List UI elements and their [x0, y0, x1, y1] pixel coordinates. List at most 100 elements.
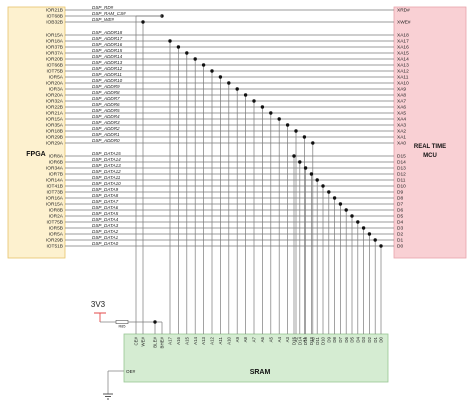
mcu-pin-label: XA4: [397, 117, 406, 123]
fpga-pin-label: IOR29B: [46, 238, 63, 244]
sram-pin-label: A13: [201, 336, 206, 344]
fpga-pin-label: IOR20B: [46, 57, 63, 63]
junction-data: [315, 178, 319, 182]
mcu-pin-label: XA0: [397, 141, 406, 147]
net-label: DSP_ADDR1: [92, 132, 120, 137]
sram-pin-label: D0: [379, 336, 384, 342]
net-label: DSP_ADDR5: [92, 108, 120, 113]
fpga-pin-label: IOR6B: [49, 160, 63, 166]
sram-pin-label: A9: [235, 336, 240, 342]
mcu-pin-label: D14: [397, 160, 406, 166]
mcu-pin-label: D9: [397, 190, 403, 196]
sram-pin-label: A7: [252, 336, 257, 342]
junction-addr: [201, 63, 206, 67]
sram-pin-label: A8: [243, 336, 248, 342]
junction-addr: [260, 105, 265, 109]
fpga-pin-label: IOR15A: [46, 202, 64, 208]
sram-pin-label: CE#: [134, 336, 139, 345]
fpga-pin-label: IOR32A: [46, 99, 64, 105]
mcu-pin-label: D1: [397, 238, 403, 244]
mcu-title-line1: REAL TIME: [414, 144, 446, 150]
resistor-label: R85: [119, 325, 126, 329]
net-label: DSP_ADDR13: [92, 60, 123, 65]
junction-addr: [302, 135, 307, 139]
mcu-pin-label: XA17: [397, 39, 409, 45]
net-label: DSP_DATA8: [92, 193, 119, 198]
sram-pin-label: BLE#: [153, 336, 158, 347]
sram-pin-label: D12: [309, 336, 314, 345]
sram-pin-label: BHE#: [160, 336, 165, 348]
fpga-pin-label: IOR29B: [46, 135, 63, 141]
fpga-pin-label: IOR29A: [46, 141, 64, 147]
junction-data: [292, 154, 296, 158]
sram-pin-label: D4: [355, 336, 360, 342]
mcu-pin-label: D5: [397, 214, 403, 220]
mcu-block: [393, 6, 467, 259]
sram-pin-label: A2: [294, 336, 299, 342]
mcu-pin-label: D10: [397, 184, 406, 190]
junction-addr: [235, 87, 239, 91]
fpga-title: FPGA: [26, 151, 45, 158]
junction-addr: [294, 129, 298, 133]
net-label: DSP_WE#: [92, 17, 114, 22]
junction-addr: [176, 45, 181, 49]
fpga-pin-label: IOR8B: [49, 208, 63, 214]
fpga-pin-label: IOR15A: [46, 117, 64, 123]
net-label: DSP_ADDR3: [92, 120, 120, 125]
mcu-pin-label: XA2: [397, 129, 406, 135]
junction-data: [309, 172, 314, 176]
mcu-pin-label: XA1: [397, 135, 406, 141]
junction-data: [379, 244, 383, 248]
fpga-pin-label: IOT66B: [46, 63, 63, 69]
fpga-pin-label: IOR20A: [46, 93, 64, 99]
mcu-pin-label: XA5: [397, 111, 406, 117]
junction-addr: [252, 99, 256, 103]
junction-data: [327, 190, 331, 194]
sram-block: [123, 333, 389, 383]
sram-pin-label: D9: [326, 336, 331, 342]
junction-data: [344, 208, 348, 212]
sram-pin-label: A17: [168, 336, 173, 344]
fpga-pin-label: IOR21B: [46, 8, 63, 14]
net-label: DSP_DATA2: [92, 229, 119, 234]
sram-pin-label: A6: [260, 336, 265, 342]
fpga-pin-label: IOT75B: [46, 220, 63, 226]
fpga-pin-label: IOR8A: [49, 154, 64, 160]
net-label: DSP_ADDR17: [92, 36, 123, 41]
net-label: DSP_ADDR10: [92, 78, 123, 83]
mcu-pin-label: XA16: [397, 45, 409, 51]
net-label: DSP_ADDR18: [92, 30, 123, 35]
sram-pin-label: D1: [373, 336, 378, 342]
fpga-pin-label: IOR18B: [46, 129, 63, 135]
fpga-pin-label: IOB32B: [46, 20, 63, 26]
fpga-pin-label: IOT73B: [46, 190, 63, 196]
net-label: DSP_RAM_CS#: [92, 11, 126, 16]
sram-pin-label: A10: [226, 336, 231, 344]
mcu-pin-label: XA7: [397, 99, 406, 105]
net-label: DSP_DATA10: [92, 181, 121, 186]
mcu-pin-label: XA14: [397, 57, 409, 63]
junction-addr: [311, 141, 315, 145]
net-label: DSP_DATA3: [92, 223, 119, 228]
fpga-pin-label: IOR34A: [46, 166, 64, 172]
sram-pin-label: A12: [210, 336, 215, 344]
resistor-symbol: [115, 320, 129, 324]
net-label: DSP_DATA12: [92, 169, 121, 174]
power-label: 3V3: [91, 300, 106, 309]
mcu-pin-label: D15: [397, 154, 406, 160]
net-label: DSP_ADDR4: [92, 114, 120, 119]
junction-addr: [243, 93, 248, 97]
junction-data: [298, 160, 302, 164]
mcu-pin-label: XRD#: [397, 8, 410, 14]
sram-title: SRAM: [250, 369, 271, 376]
mcu-pin-label: XA11: [397, 75, 409, 81]
net-label: DSP_ADDR7: [92, 96, 120, 101]
junction-data: [350, 214, 354, 218]
fpga-pin-label: IOR18A: [46, 39, 64, 45]
junction-data: [373, 238, 377, 242]
mcu-pin-label: D4: [397, 220, 403, 226]
junction-addr: [218, 75, 223, 79]
fpga-pin-label: IOT75B: [46, 69, 63, 75]
